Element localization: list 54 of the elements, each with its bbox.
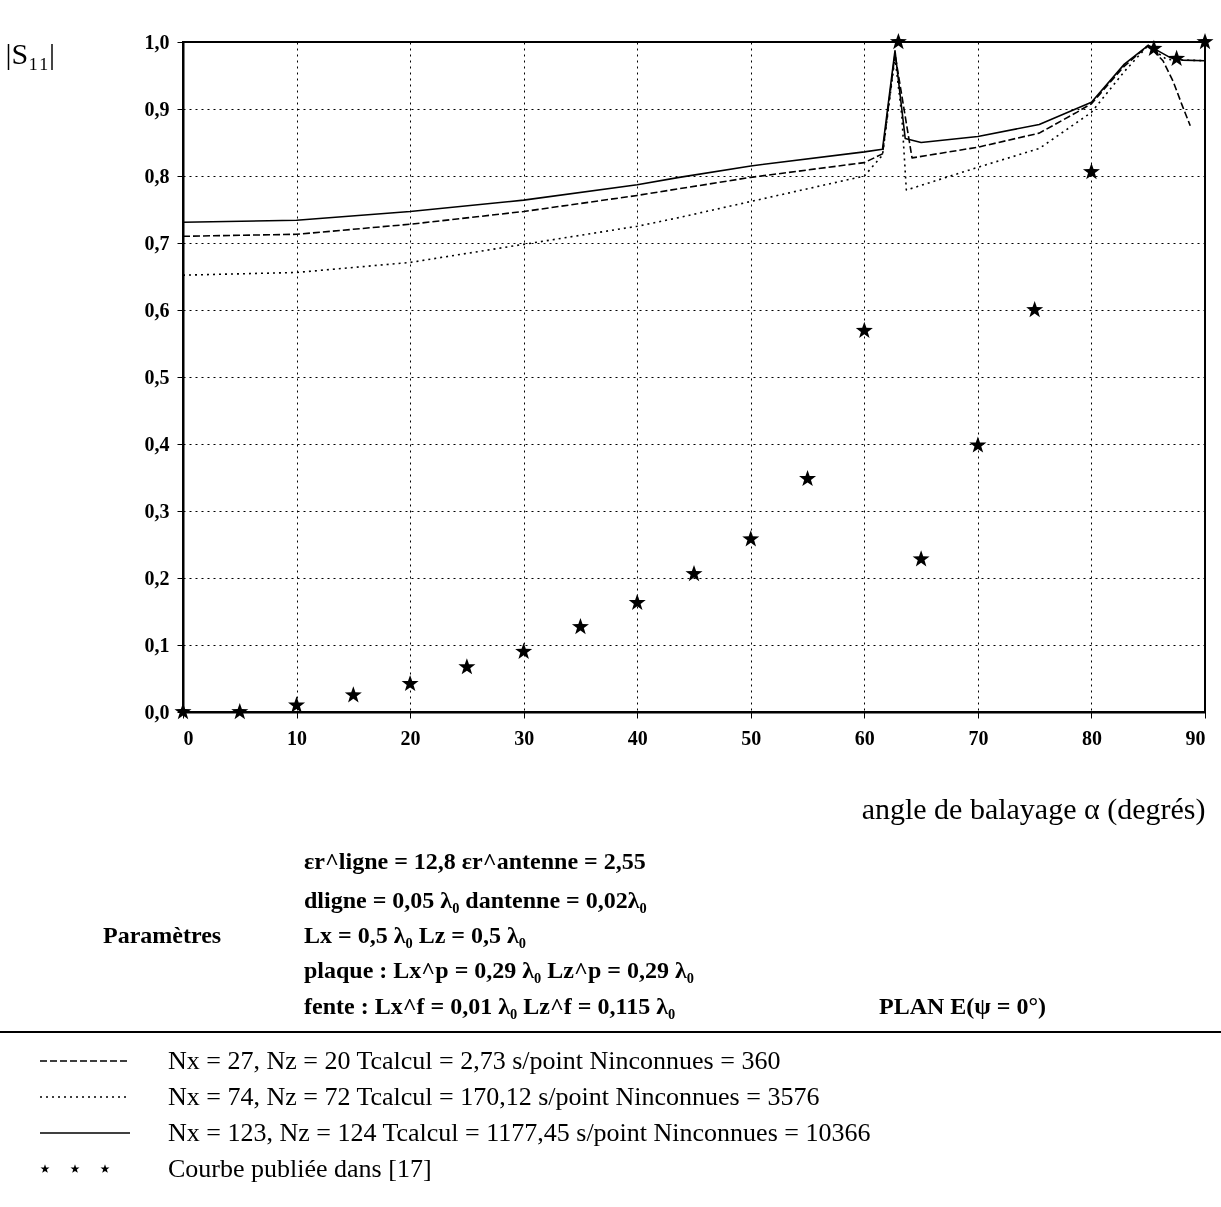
point: [628, 593, 646, 611]
x-tick-label: 40: [627, 726, 648, 749]
x-tick-label: 10: [287, 726, 308, 749]
y-tick-label: 0,7: [144, 231, 170, 254]
point: [889, 33, 907, 50]
y-tick-label: 0,8: [144, 164, 170, 187]
y-axis-title: |S₁₁|: [5, 36, 56, 70]
legend-label: Courbe publiée dans [17]: [168, 1154, 432, 1183]
x-tick-label: 60: [854, 726, 875, 749]
x-tick-label: 30: [514, 726, 535, 749]
y-tick-label: 0,3: [144, 499, 170, 522]
legend-label: Nx = 74, Nz = 72 Tcalcul = 170,12 s/point Ninconnues = 3576: [168, 1082, 820, 1111]
point: [1196, 33, 1214, 50]
x-tick-label: 70: [968, 726, 989, 749]
legend-label: Nx = 27, Nz = 20 Tcalcul = 2,73 s/point Ninconnues = 360: [168, 1046, 781, 1075]
point: [742, 530, 760, 547]
text: fente : Lx^f = 0,01 λ₀ Lz^f = 0,115 λ₀: [304, 993, 676, 1019]
y-tick-label: 1,0: [144, 30, 170, 53]
y-tick-label: 0,9: [144, 97, 170, 120]
x-tick-label: 50: [741, 726, 762, 749]
x-tick-label: 20: [400, 726, 421, 749]
text: dligne = 0,05 λ₀ dantenne = 0,02λ₀: [304, 887, 647, 913]
point: [1026, 301, 1044, 318]
x-tick-label: 90: [1185, 726, 1206, 749]
point: [1082, 163, 1100, 180]
text: PLAN E(ψ = 0°): [879, 993, 1047, 1019]
point: [288, 696, 306, 713]
point: [799, 469, 817, 487]
x-tick-label: 0: [183, 726, 194, 749]
point: [855, 321, 873, 339]
y-tick-label: 0,4: [144, 432, 170, 455]
text: Lx = 0,5 λ₀ Lz = 0,5 λ₀: [304, 922, 526, 948]
point: [1145, 39, 1163, 56]
y-tick-label: 0,1: [144, 633, 170, 656]
point: [571, 617, 589, 635]
x-axis-title: angle de balayage α (degrés): [861, 791, 1206, 826]
text: Paramètres: [103, 922, 222, 948]
point: [515, 642, 533, 659]
y-tick-label: 0,6: [144, 298, 170, 321]
text: plaque : Lx^p = 0,29 λ₀ Lz^p = 0,29 λ₀: [304, 957, 694, 983]
point: [1168, 49, 1186, 66]
point: [685, 565, 703, 582]
point: [912, 550, 930, 567]
point: [231, 703, 249, 720]
text: εr^ligne = 12,8 εr^antenne = 2,55: [304, 848, 646, 874]
legend-label: Nx = 123, Nz = 124 Tcalcul = 1177,45 s/point Ninconnues = 10366: [168, 1118, 871, 1147]
point: [969, 436, 987, 453]
y-tick-label: 0,0: [144, 700, 170, 723]
point: [458, 658, 476, 675]
y-tick-label: 0,5: [144, 365, 170, 388]
point: [344, 686, 362, 703]
y-tick-label: 0,2: [144, 566, 170, 589]
x-tick-label: 80: [1081, 726, 1102, 749]
point: [401, 674, 419, 692]
